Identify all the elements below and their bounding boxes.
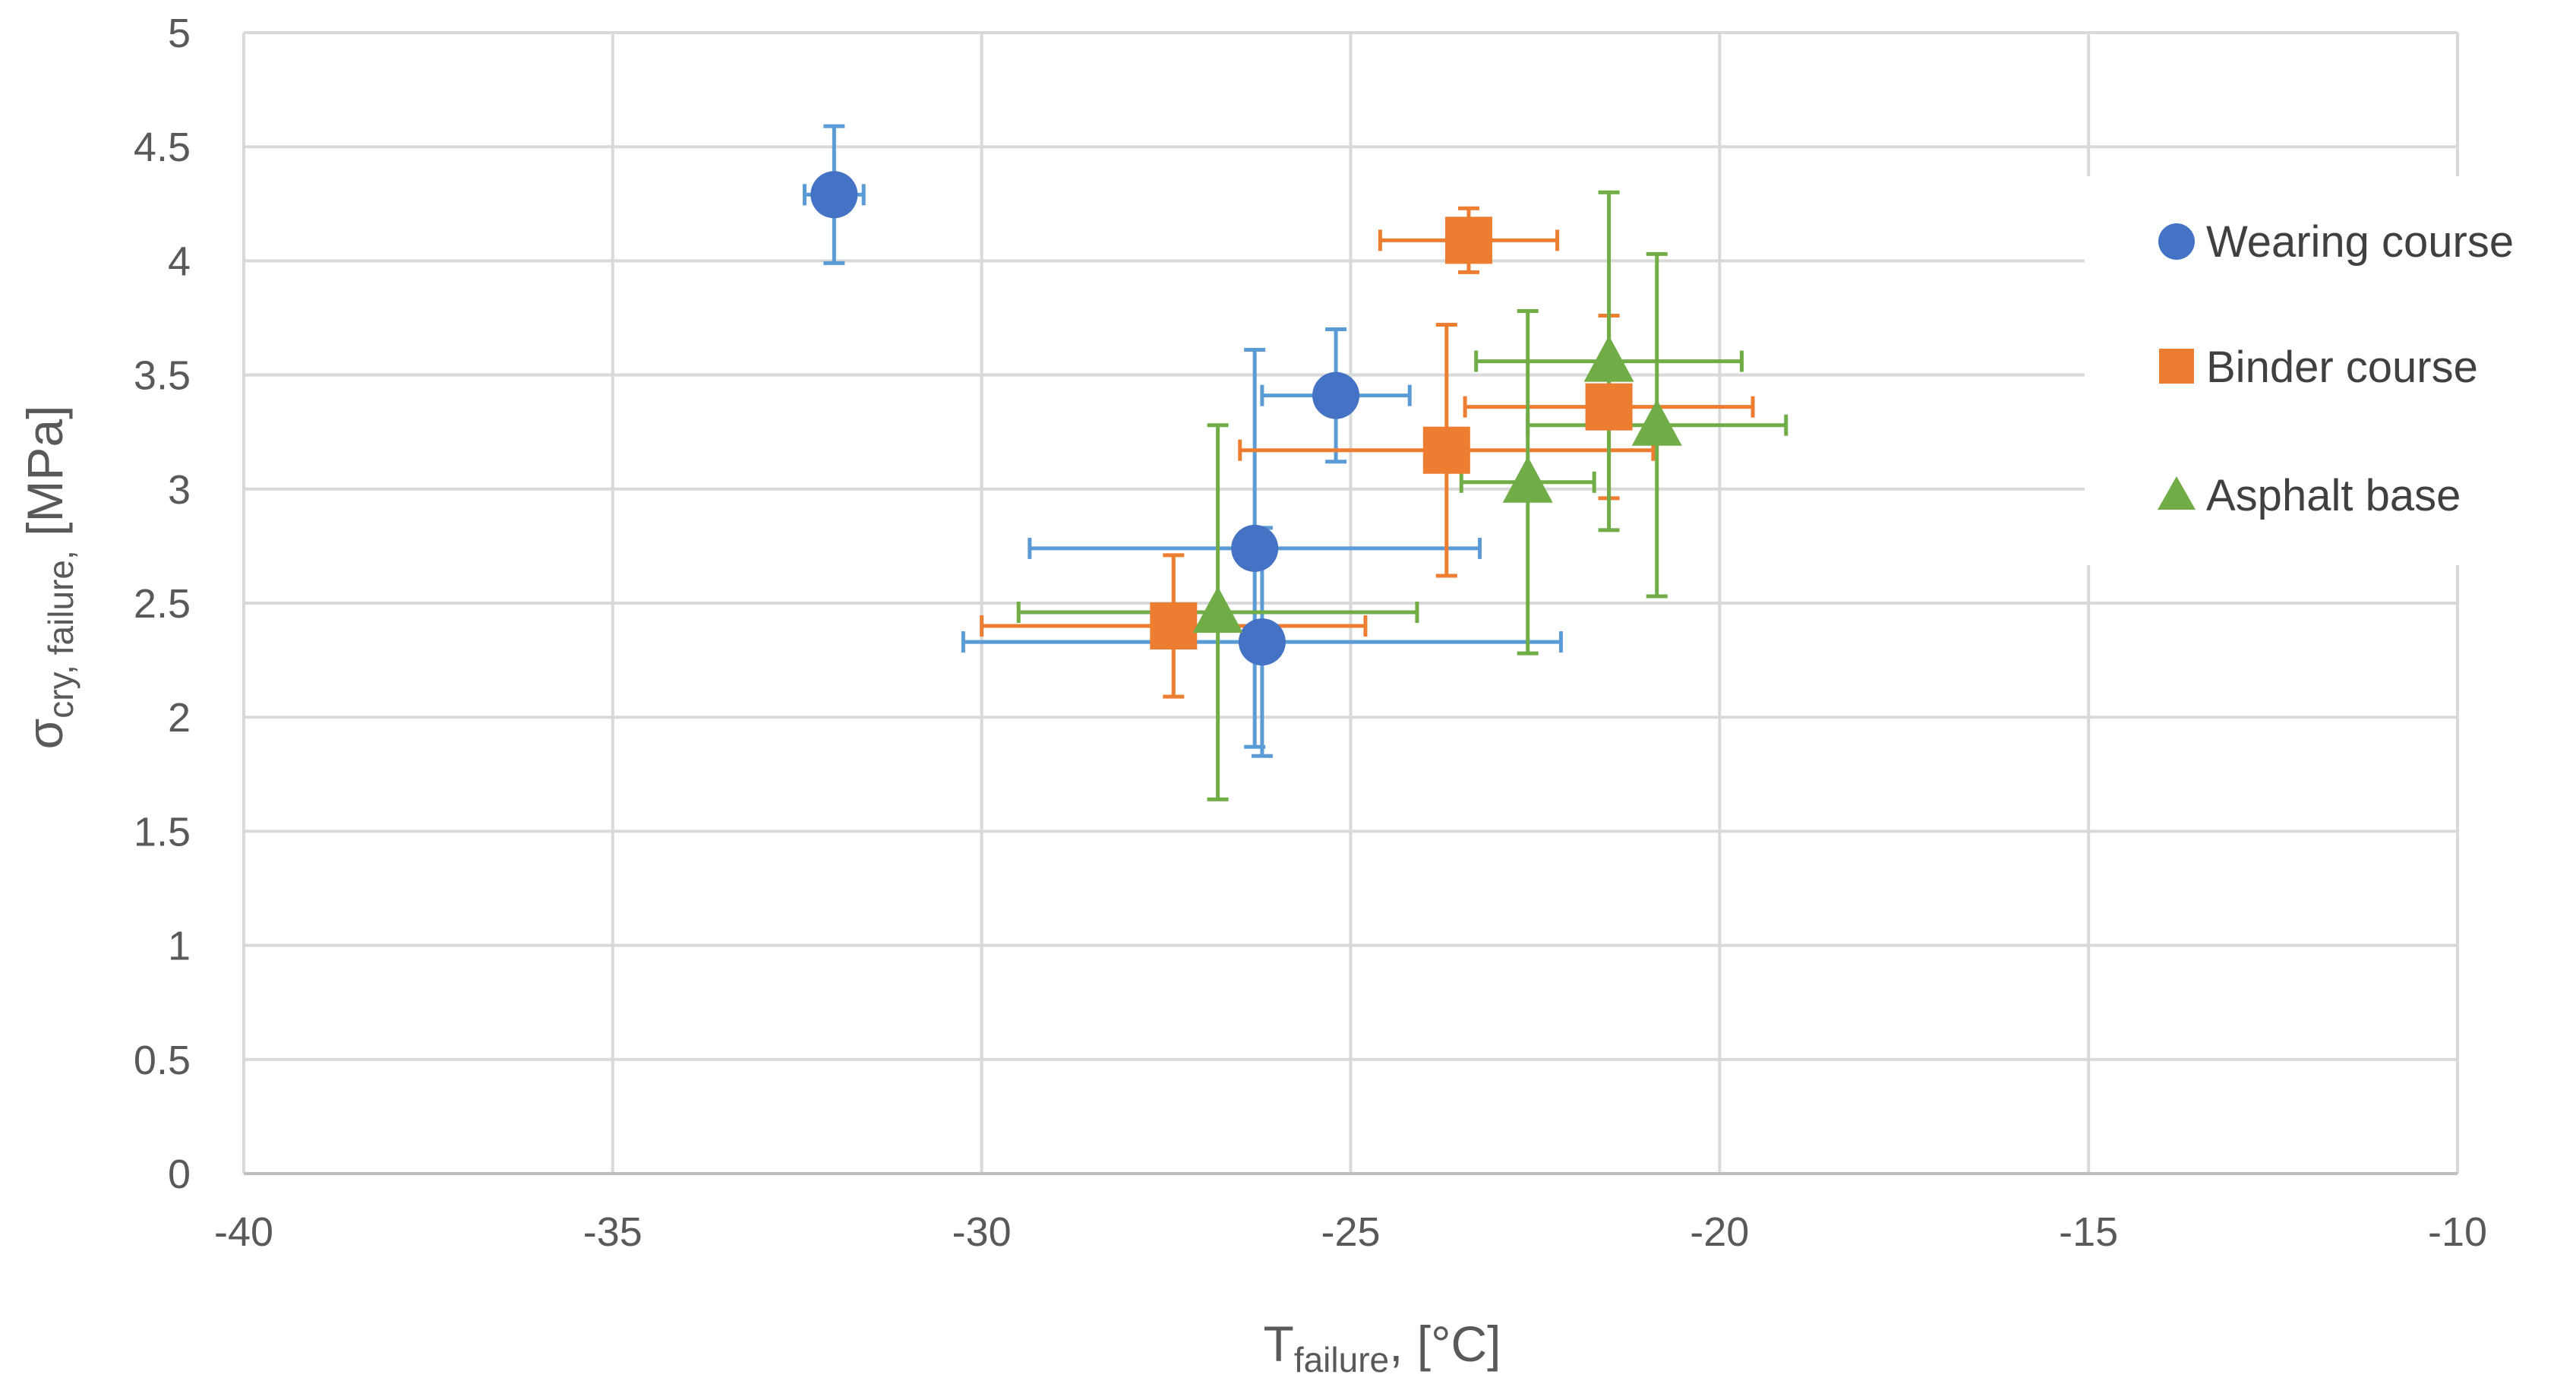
point-binder-course bbox=[1585, 383, 1633, 431]
legend-label-binder-course: Binder course bbox=[2206, 343, 2478, 392]
y-tick-label: 1.5 bbox=[134, 809, 191, 855]
point-wearing-course bbox=[1231, 524, 1279, 572]
data-markers bbox=[810, 171, 1682, 666]
y-axis-title: σcry, failure, [MPa] bbox=[17, 406, 80, 750]
tick-labels: 0 0.5 1 1.5 2 2.5 3 3.5 4 4.5 5 -40 -35 -30 -25 -20 -15 -… bbox=[134, 11, 2487, 1255]
legend-item-binder-course: Binder course bbox=[2159, 343, 2478, 392]
point-asphalt-base bbox=[1502, 456, 1553, 503]
x-tick-label: -10 bbox=[2428, 1209, 2487, 1255]
x-tick-label: -35 bbox=[583, 1209, 642, 1255]
y-tick-label: 1 bbox=[168, 924, 191, 969]
y-tick-label: 2.5 bbox=[134, 581, 191, 627]
legend-item-asphalt-base: Asphalt base bbox=[2158, 471, 2461, 520]
y-tick-label: 0 bbox=[168, 1152, 191, 1197]
point-wearing-course bbox=[1312, 371, 1360, 419]
y-tick-label: 4 bbox=[168, 239, 191, 284]
error-bars bbox=[802, 124, 1788, 801]
legend-label-asphalt-base: Asphalt base bbox=[2206, 471, 2461, 520]
legend-item-wearing-course: Wearing course bbox=[2158, 217, 2514, 267]
y-tick-label: 4.5 bbox=[134, 125, 191, 170]
y-tick-label: 3.5 bbox=[134, 353, 191, 399]
legend-label-wearing-course: Wearing course bbox=[2206, 217, 2514, 267]
point-wearing-course bbox=[810, 171, 858, 219]
point-asphalt-base bbox=[1192, 586, 1243, 634]
point-asphalt-base bbox=[1583, 335, 1634, 382]
point-wearing-course bbox=[1238, 618, 1286, 666]
x-tick-label: -40 bbox=[214, 1209, 273, 1255]
legend-triangle-icon bbox=[2158, 476, 2196, 510]
x-tick-label: -20 bbox=[1690, 1209, 1749, 1255]
point-binder-course bbox=[1150, 602, 1198, 650]
x-axis-title: Tfailure, [°C] bbox=[1263, 1316, 1501, 1379]
legend-square-icon bbox=[2159, 349, 2194, 384]
point-binder-course bbox=[1422, 426, 1470, 474]
y-tick-label: 0.5 bbox=[134, 1038, 191, 1083]
y-tick-label: 5 bbox=[168, 11, 191, 56]
point-asphalt-base bbox=[1631, 399, 1682, 446]
legend: Wearing course Binder course Asphalt bas… bbox=[2085, 176, 2571, 565]
x-tick-label: -30 bbox=[952, 1209, 1012, 1255]
x-tick-label: -25 bbox=[1321, 1209, 1380, 1255]
point-binder-course bbox=[1444, 216, 1492, 264]
x-tick-label: -15 bbox=[2059, 1209, 2118, 1255]
grid-lines bbox=[242, 31, 2459, 1174]
legend-circle-icon bbox=[2158, 223, 2195, 260]
y-tick-label: 2 bbox=[168, 695, 191, 741]
y-tick-label: 3 bbox=[168, 467, 191, 513]
